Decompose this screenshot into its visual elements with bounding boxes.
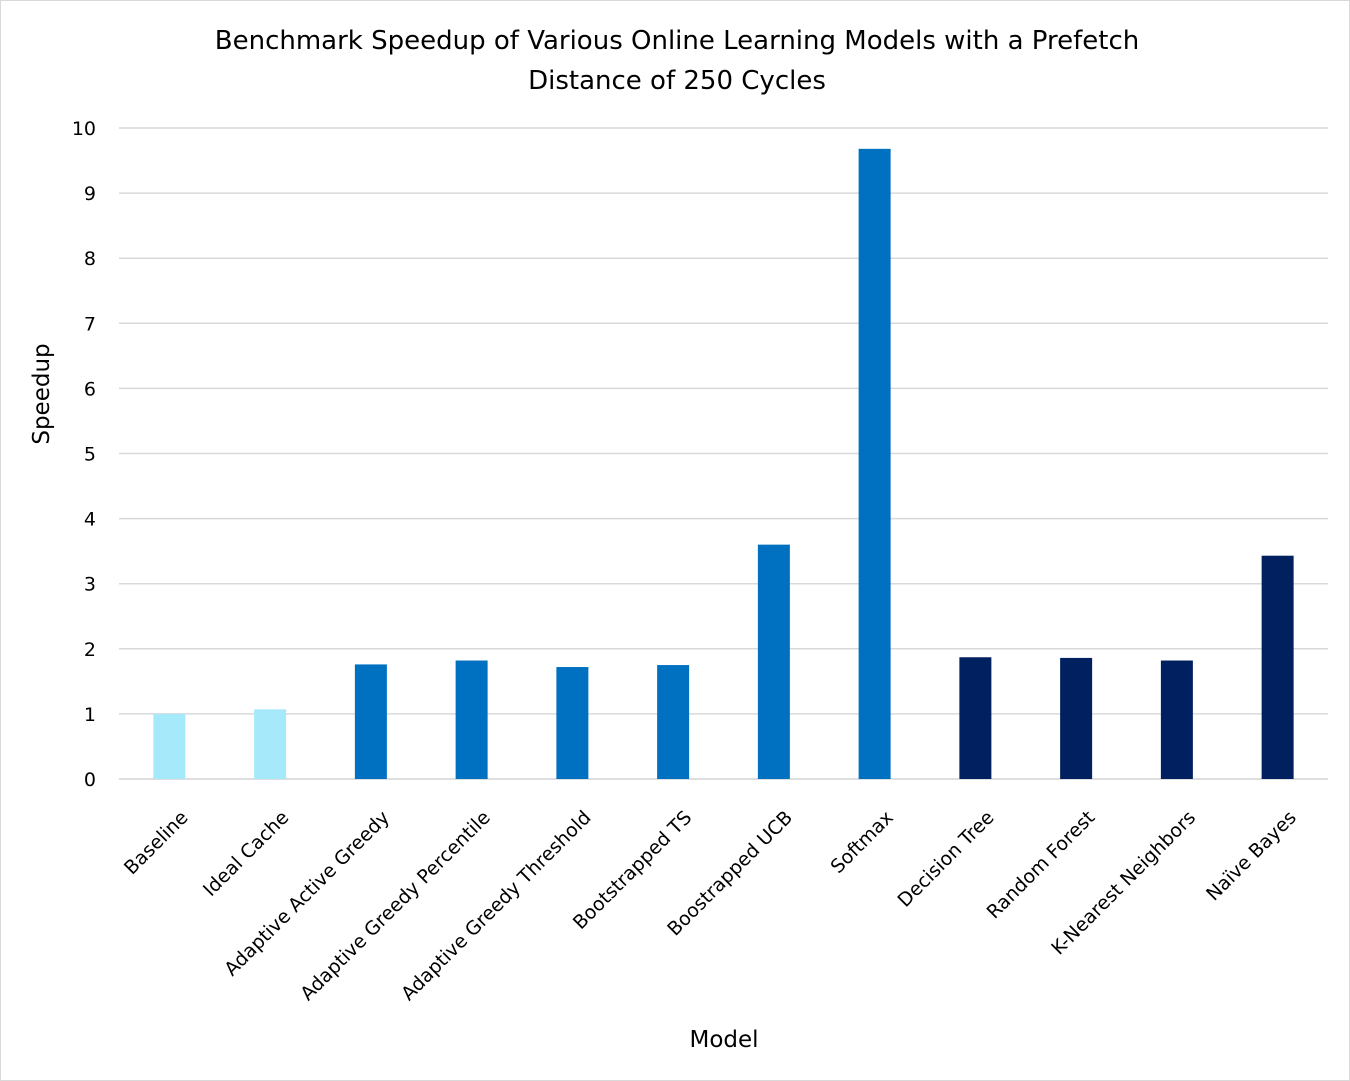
bar-adaptive-active-greedy [354,664,387,779]
y-tick-label: 8 [84,248,96,270]
bar-k-nearest-neighbors [1160,660,1193,779]
x-category-label: Adaptive Greedy Threshold [397,807,595,1005]
x-category-label: Random Forest [983,807,1100,924]
bar-decision-tree [959,657,992,779]
y-tick-label: 7 [84,313,96,335]
y-tick-label: 6 [84,378,96,400]
x-category-label: Baseline [120,807,193,880]
bar-adaptive-greedy-percentile [455,660,488,779]
bar-baseline [153,713,186,779]
x-axis-title: Model [689,1027,758,1053]
bar-ideal-cache [254,709,287,779]
bar-boostrapped-ucb [757,544,790,779]
bar-adaptive-greedy-threshold [556,667,589,779]
bar-random-forest [1060,657,1093,779]
y-tick-label: 5 [84,444,96,466]
x-category-label: Adaptive Active Greedy [220,807,394,981]
y-tick-label: 4 [84,509,96,531]
x-category-label: Adaptive Greedy Percentile [296,807,494,1005]
x-category-label: Ideal Cache [199,807,293,901]
y-tick-label: 2 [84,639,96,661]
y-tick-label: 0 [84,769,96,791]
gridlines [119,127,1328,780]
chart-title-line-1: Benchmark Speedup of Various Online Lear… [215,26,1139,56]
x-category-label: Decision Tree [894,807,999,912]
bar-softmax [858,148,891,779]
y-tick-label: 9 [84,183,96,205]
y-axis-title: Speedup [29,343,55,444]
y-tick-labels: 0 1 2 3 4 5 6 7 8 9 10 [72,118,96,791]
x-category-label: Softmax [826,807,897,878]
bar-na-ve-bayes [1261,555,1294,779]
chart-title-line-2: Distance of 250 Cycles [528,66,826,96]
y-tick-label: 1 [84,704,96,726]
y-tick-label: 3 [84,574,96,596]
y-tick-label: 10 [72,118,96,140]
bars [153,148,1294,779]
bar-bootstrapped-ts [657,665,690,779]
x-category-label: Naïve Bayes [1202,807,1301,906]
